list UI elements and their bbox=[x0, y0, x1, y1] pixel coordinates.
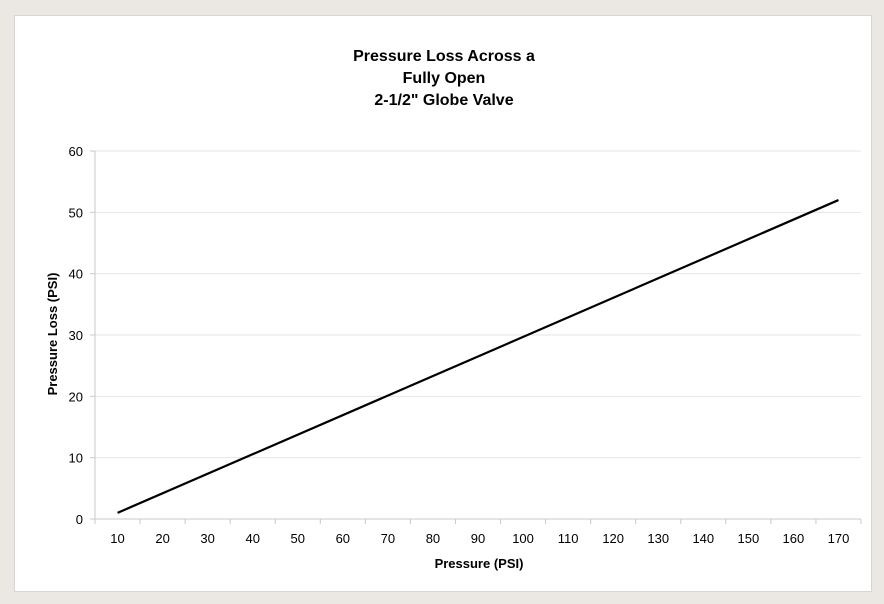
x-tick-label: 10 bbox=[110, 531, 124, 546]
y-tick-label: 20 bbox=[69, 389, 83, 404]
x-axis-ticks: 10 20 30 40 50 60 70 80 90 100 110 120 130 140 150 160 1… bbox=[94, 519, 862, 546]
y-tick-label: 40 bbox=[69, 267, 83, 282]
y-axis-ticks: 0 10 20 30 40 50 60 bbox=[69, 144, 95, 527]
x-tick-label: 160 bbox=[783, 531, 805, 546]
chart-frame: Pressure Loss Across a Fully Open 2-1/2"… bbox=[14, 15, 872, 592]
x-tick-label: 30 bbox=[200, 531, 214, 546]
x-tick-label: 140 bbox=[692, 531, 714, 546]
x-tick-label: 20 bbox=[155, 531, 169, 546]
x-tick-label: 130 bbox=[647, 531, 669, 546]
x-tick-label: 170 bbox=[828, 531, 850, 546]
y-tick-label: 10 bbox=[69, 451, 83, 466]
series bbox=[117, 199, 839, 514]
y-tick-label: 30 bbox=[69, 328, 83, 343]
y-tick-label: 50 bbox=[69, 205, 83, 220]
chart-title: Pressure Loss Across a Fully Open 2-1/2"… bbox=[353, 48, 535, 109]
chart-svg: Pressure Loss Across a Fully Open 2-1/2"… bbox=[45, 48, 862, 571]
y-tick-label: 60 bbox=[69, 144, 83, 159]
chart-title-line-3: 2-1/2" Globe Valve bbox=[374, 92, 513, 109]
x-tick-label: 150 bbox=[738, 531, 760, 546]
chart-title-line-2: Fully Open bbox=[403, 70, 486, 87]
x-tick-label: 40 bbox=[245, 531, 259, 546]
gridlines bbox=[95, 150, 861, 459]
x-tick-label: 110 bbox=[558, 531, 579, 546]
x-tick-label: 120 bbox=[602, 531, 624, 546]
y-axis-title: Pressure Loss (PSI) bbox=[45, 273, 60, 396]
x-axis-title: Pressure (PSI) bbox=[435, 556, 524, 571]
y-tick-label: 0 bbox=[76, 512, 83, 527]
x-tick-label: 90 bbox=[471, 531, 485, 546]
x-tick-label: 70 bbox=[381, 531, 395, 546]
chart-title-line-1: Pressure Loss Across a bbox=[353, 48, 535, 65]
x-tick-label: 60 bbox=[336, 531, 350, 546]
x-tick-label: 50 bbox=[291, 531, 305, 546]
x-tick-label: 100 bbox=[512, 531, 534, 546]
series-line bbox=[117, 199, 839, 514]
x-tick-label: 80 bbox=[426, 531, 440, 546]
